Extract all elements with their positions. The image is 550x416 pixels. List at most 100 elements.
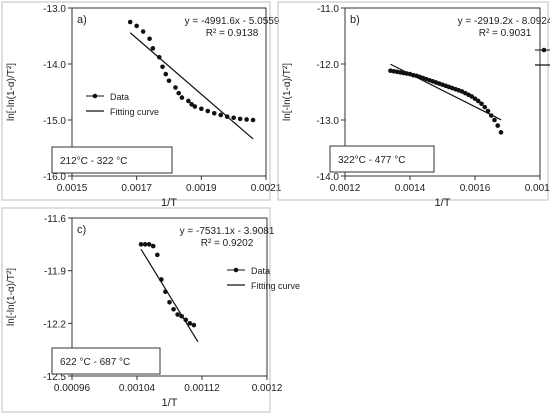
chart-panel-2: -14.0 -13.0 -12.0 -11.0 0.0012 0.0014 0.0016 0.… bbox=[277, 1, 550, 209]
data-point bbox=[250, 117, 256, 123]
temp-range-box bbox=[329, 145, 435, 173]
legend-fit-label: Fitting curve bbox=[251, 281, 300, 291]
y-axis-label: ln[-ln(1-α)/T²] bbox=[6, 63, 17, 121]
y-tick-label: -14.0 bbox=[43, 60, 66, 71]
x-tick-label: 0.0021 bbox=[251, 183, 282, 194]
data-point bbox=[134, 23, 139, 29]
data-point bbox=[171, 306, 176, 312]
temp-range-label: 322°C - 477 °C bbox=[338, 155, 405, 166]
y-axis-label: ln[-ln(1-α)/T²] bbox=[282, 63, 293, 121]
x-tick-label: 0.0012 bbox=[330, 183, 361, 194]
legend-data-marker bbox=[233, 267, 239, 273]
data-point bbox=[469, 94, 475, 99]
plot-area bbox=[71, 217, 268, 377]
y-tick-label: -14.0 bbox=[316, 172, 339, 183]
fit-equation: y = -4991.6x - 5.0559 bbox=[185, 16, 280, 27]
y-tick-label: -16.0 bbox=[43, 172, 66, 183]
data-point bbox=[482, 104, 488, 110]
legend-data-marker bbox=[92, 93, 98, 99]
x-axis-label: 1/T bbox=[162, 397, 178, 409]
x-tick-label: 0.0018 bbox=[525, 183, 550, 194]
data-point bbox=[187, 321, 193, 326]
y-tick-label: -15.0 bbox=[43, 116, 66, 127]
y-tick-label: -13.0 bbox=[316, 116, 339, 127]
r-squared: R² = 0.9202 bbox=[201, 238, 254, 249]
data-point bbox=[192, 104, 198, 109]
temp-range-label: 212°C - 322 °C bbox=[60, 156, 127, 167]
chart-panel-1: -16.0 -15.0 -14.0 -13.0 0.0015 0.0017 0.0019 0.… bbox=[1, 1, 282, 209]
x-tick-label: 0.0019 bbox=[186, 183, 217, 194]
panel-label: c) bbox=[77, 224, 86, 236]
chart-frame bbox=[1, 1, 271, 201]
panel-label: a) bbox=[77, 14, 87, 26]
r-squared: R² = 0.9031 bbox=[479, 28, 532, 39]
data-point bbox=[163, 71, 169, 77]
data-point bbox=[166, 78, 172, 84]
chart-frame bbox=[1, 207, 271, 413]
y-tick-label: -13.0 bbox=[43, 4, 66, 15]
x-tick-label: 0.00104 bbox=[119, 383, 156, 394]
data-point bbox=[495, 123, 501, 128]
y-tick-label: -12.5 bbox=[43, 372, 66, 383]
chart-frame bbox=[277, 1, 549, 201]
data-point bbox=[179, 95, 185, 100]
data-point bbox=[224, 114, 230, 119]
data-point bbox=[146, 242, 152, 247]
y-tick-label: -12.2 bbox=[43, 319, 66, 330]
chart-panel-3: -12.5 -12.2 -11.9 -11.6 0.00096 0.00104 0.0011… bbox=[1, 207, 300, 413]
data-point bbox=[150, 46, 156, 51]
r-squared: R² = 0.9138 bbox=[206, 28, 259, 39]
legend-data-label: Data bbox=[251, 266, 270, 276]
x-tick-label: 0.00096 bbox=[54, 383, 91, 394]
panel-label: b) bbox=[350, 14, 360, 26]
data-point bbox=[189, 102, 194, 107]
data-point bbox=[138, 242, 144, 247]
x-axis-label: 1/T bbox=[435, 197, 451, 209]
data-point bbox=[160, 64, 165, 70]
legend: Data Fitting curve bbox=[227, 266, 300, 291]
fit-equation: y = -7531.1x - 3.9081 bbox=[180, 226, 275, 237]
temp-range-label: 622 °C - 687 °C bbox=[60, 357, 130, 368]
legend-data-label: Data bbox=[110, 92, 129, 102]
temp-range-box bbox=[51, 146, 173, 174]
data-point bbox=[155, 252, 160, 258]
plot-area bbox=[71, 7, 267, 177]
fitting-curve-line bbox=[129, 32, 254, 140]
data-point bbox=[163, 289, 168, 295]
data-point bbox=[173, 85, 178, 90]
plot-area bbox=[344, 7, 541, 177]
data-point bbox=[157, 54, 162, 60]
data-point bbox=[244, 117, 249, 122]
legend-fit-label: Fitting curve bbox=[110, 107, 159, 117]
data-point bbox=[183, 317, 189, 323]
fitting-curve-line bbox=[140, 248, 199, 343]
data-point bbox=[498, 130, 504, 135]
data-point bbox=[159, 277, 164, 282]
data-point bbox=[199, 106, 204, 112]
data-point bbox=[186, 98, 191, 104]
data-point bbox=[127, 19, 133, 25]
x-tick-label: 0.0017 bbox=[121, 183, 152, 194]
data-point bbox=[179, 314, 184, 319]
data-point bbox=[176, 90, 181, 96]
temp-range-box bbox=[51, 347, 161, 375]
data-point bbox=[167, 299, 172, 305]
y-tick-label: -11.6 bbox=[44, 214, 66, 225]
legend: Data Fitting curve bbox=[86, 92, 159, 117]
x-tick-label: 0.0014 bbox=[395, 183, 426, 194]
legend-data-marker bbox=[541, 47, 547, 53]
data-point bbox=[205, 108, 211, 114]
x-tick-label: 0.0016 bbox=[460, 183, 491, 194]
x-tick-label: 0.0015 bbox=[57, 183, 88, 194]
data-point bbox=[475, 98, 481, 104]
data-point bbox=[211, 110, 217, 116]
data-point bbox=[218, 112, 224, 118]
data-point bbox=[150, 243, 156, 249]
x-axis-label: 1/T bbox=[161, 197, 177, 209]
data-point bbox=[472, 96, 478, 102]
data-point bbox=[191, 322, 197, 328]
data-point bbox=[488, 113, 494, 118]
y-axis-label: ln[-ln(1-α)/T²] bbox=[6, 268, 17, 326]
